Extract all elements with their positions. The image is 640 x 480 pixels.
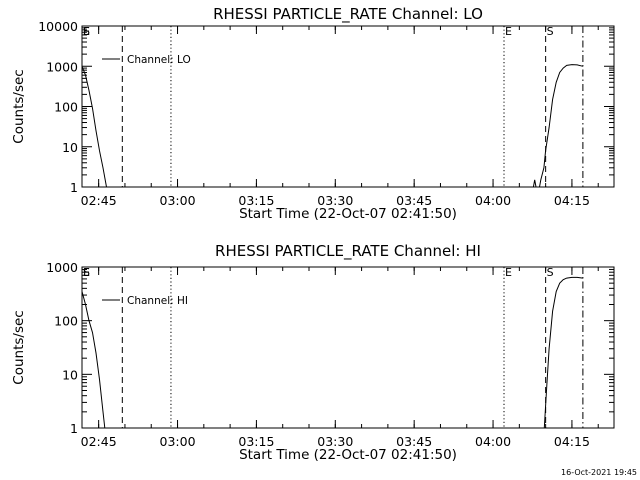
chart-panel-hi: RHESSI PARTICLE_RATE Channel: HI 02:45 03:… <box>11 242 615 463</box>
y-axis-label: Counts/sec <box>11 310 27 384</box>
x-tick-label: 03:15 <box>238 193 274 208</box>
event-marker-label: S <box>83 266 90 279</box>
x-tick-label: 04:15 <box>554 434 590 449</box>
generation-timestamp: 16-Oct-2021 19:45 <box>561 468 637 477</box>
legend-label: Channel: LO <box>127 54 191 66</box>
y-tick-label: 1000 <box>46 59 78 74</box>
x-tick-label: 02:45 <box>81 193 117 208</box>
y-tick-label: 1 <box>70 180 78 195</box>
x-tick-label: 02:45 <box>81 434 117 449</box>
x-tick-label: 03:45 <box>396 434 432 449</box>
event-marker-label: E <box>83 25 90 38</box>
event-marker-label: S <box>547 266 554 279</box>
y-tick-label: 10000 <box>38 19 78 34</box>
x-tick-label: 04:00 <box>475 193 511 208</box>
plot-frame <box>81 25 615 188</box>
chart-title: RHESSI PARTICLE_RATE Channel: HI <box>215 242 481 261</box>
y-axis-label: Counts/sec <box>11 69 27 143</box>
chart-panel-lo: RHESSI PARTICLE_RATE Channel: LO 02:45 03:… <box>11 5 615 222</box>
event-marker-label: E <box>83 266 90 279</box>
y-tick-label: 10 <box>62 367 78 382</box>
event-marker-label: S <box>547 25 554 38</box>
y-tick-label: 1000 <box>46 260 78 275</box>
event-marker-label: S <box>83 25 90 38</box>
x-axis-label: Start Time (22-Oct-07 02:41:50) <box>239 447 457 463</box>
x-tick-label: 03:15 <box>238 434 274 449</box>
legend-label: Channel: HI <box>127 295 188 307</box>
event-marker-label: E <box>505 266 512 279</box>
x-tick-label: 03:30 <box>317 193 353 208</box>
x-tick-label: 03:00 <box>160 193 196 208</box>
series-line <box>543 276 583 429</box>
x-tick-label: 03:45 <box>396 193 432 208</box>
series-line <box>81 66 107 188</box>
series-line <box>532 64 584 188</box>
event-marker-label: E <box>505 25 512 38</box>
x-tick-label: 04:00 <box>475 434 511 449</box>
plot-frame <box>81 266 615 429</box>
x-tick-label: 03:00 <box>160 434 196 449</box>
chart-title: RHESSI PARTICLE_RATE Channel: LO <box>213 5 483 24</box>
y-tick-label: 1 <box>70 421 78 436</box>
x-tick-label: 04:15 <box>554 193 590 208</box>
series-line <box>81 291 106 429</box>
y-tick-label: 100 <box>54 314 78 329</box>
y-tick-label: 10 <box>62 140 78 155</box>
x-tick-label: 03:30 <box>317 434 353 449</box>
y-tick-label: 100 <box>54 100 78 115</box>
x-axis-label: Start Time (22-Oct-07 02:41:50) <box>239 206 457 222</box>
